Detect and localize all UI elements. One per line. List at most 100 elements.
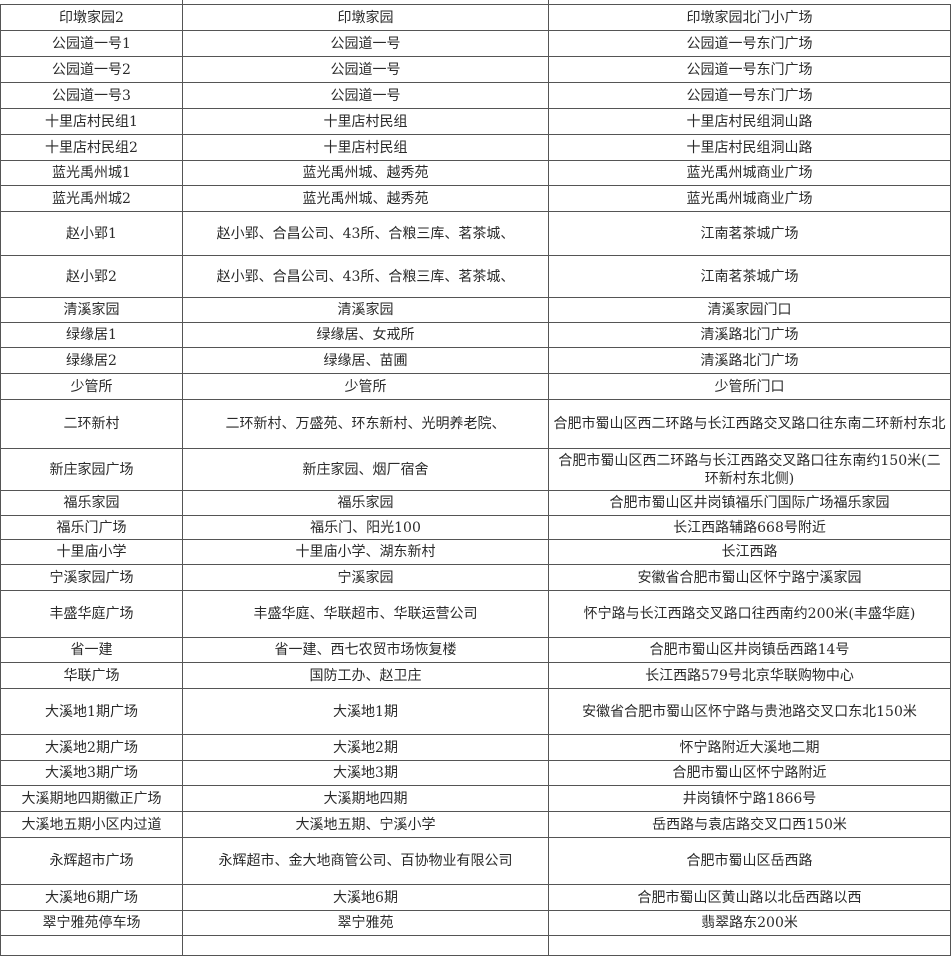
site-name-cell: 大溪地3期广场: [0, 760, 183, 786]
site-name-cell: 清溪家园: [0, 297, 183, 323]
site-name-cell: 赵小郢1: [0, 211, 183, 256]
coverage-cell: 丰盛华庭、华联超市、华联运营公司: [182, 590, 549, 638]
coverage-cell: 省一建、西七农贸市场恢复楼: [182, 637, 549, 663]
location-cell: 安徽省合肥市蜀山区怀宁路宁溪家园: [548, 564, 951, 591]
site-name-cell: 翠宁雅苑停车场: [0, 910, 183, 936]
coverage-cell: 新庄家园、烟厂宿舍: [182, 448, 549, 491]
table-row: 丰盛华庭广场 丰盛华庭、华联超市、华联运营公司 怀宁路与长江西路交叉路口往西南约20…: [0, 590, 951, 638]
table-row: 宁溪家园广场 宁溪家园 安徽省合肥市蜀山区怀宁路宁溪家园: [0, 564, 951, 591]
coverage-cell: 国防工办、赵卫庄: [182, 662, 549, 689]
table-row: 福乐家园 福乐家园 合肥市蜀山区井岗镇福乐门国际广场福乐家园: [0, 490, 951, 516]
site-name-cell: 大溪地2期广场: [0, 734, 183, 761]
table-row: 大溪地1期广场 大溪地1期 安徽省合肥市蜀山区怀宁路与贵池路交叉口东北150米: [0, 688, 951, 735]
table-row: 公园道一号1 公园道一号 公园道一号东门广场: [0, 30, 951, 57]
site-name-cell: 新庄家园广场: [0, 448, 183, 491]
table-row: 蓝光禹州城1 蓝光禹州城、越秀苑 蓝光禹州城商业广场: [0, 160, 951, 186]
site-name-cell: 福乐门广场: [0, 515, 183, 540]
coverage-cell: 大溪地2期: [182, 734, 549, 761]
site-name-cell: 绿缘居2: [0, 347, 183, 374]
location-cell: 公园道一号东门广场: [548, 30, 951, 57]
site-name-cell: 蓝光禹州城2: [0, 185, 183, 212]
site-name-cell: 蓝光禹州城1: [0, 160, 183, 186]
site-name-cell: 十里店村民组2: [0, 134, 183, 161]
site-name-cell: 华联广场: [0, 662, 183, 689]
coverage-cell: 赵小郢、合昌公司、43所、合粮三库、茗茶城、: [182, 255, 549, 298]
coverage-cell: 公园道一号: [182, 30, 549, 57]
coverage-cell: 绿缘居、苗圃: [182, 347, 549, 374]
coverage-cell: 清溪家园: [182, 297, 549, 323]
site-name-cell: 十里店村民组1: [0, 108, 183, 135]
coverage-cell: 十里店村民组: [182, 108, 549, 135]
coverage-cell: 大溪地五期、宁溪小学: [182, 811, 549, 838]
table-row: 华联广场 国防工办、赵卫庄 长江西路579号北京华联购物中心: [0, 662, 951, 689]
table-row: 十里店村民组2 十里店村民组 十里店村民组洞山路: [0, 134, 951, 161]
site-name-cell: 十里庙小学: [0, 539, 183, 565]
coverage-cell: 宁溪家园: [182, 564, 549, 591]
location-cell: 合肥市蜀山区井岗镇福乐门国际广场福乐家园: [548, 490, 951, 516]
location-cell: 怀宁路与长江西路交叉路口往西南约200米(丰盛华庭): [548, 590, 951, 638]
site-name-cell: 大溪期地四期徽正广场: [0, 785, 183, 812]
table-row-partial: [0, 935, 951, 956]
coverage-cell: 蓝光禹州城、越秀苑: [182, 160, 549, 186]
empty-cell: [548, 935, 951, 956]
site-name-cell: 公园道一号1: [0, 30, 183, 57]
site-name-cell: 公园道一号3: [0, 82, 183, 109]
site-name-cell: 公园道一号2: [0, 56, 183, 83]
table-row: 永辉超市广场 永辉超市、金大地商管公司、百协物业有限公司 合肥市蜀山区岳西路: [0, 837, 951, 885]
table-row: 大溪地2期广场 大溪地2期 怀宁路附近大溪地二期: [0, 734, 951, 761]
table-row: 赵小郢2 赵小郢、合昌公司、43所、合粮三库、茗茶城、 江南茗茶城广场: [0, 255, 951, 298]
table-row: 大溪期地四期徽正广场 大溪期地四期 井岗镇怀宁路1866号: [0, 785, 951, 812]
location-cell: 合肥市蜀山区怀宁路附近: [548, 760, 951, 786]
table-row: 公园道一号2 公园道一号 公园道一号东门广场: [0, 56, 951, 83]
table-row: 公园道一号3 公园道一号 公园道一号东门广场: [0, 82, 951, 109]
site-name-cell: 大溪地1期广场: [0, 688, 183, 735]
table-row: 绿缘居2 绿缘居、苗圃 清溪路北门广场: [0, 347, 951, 374]
table-top-edge: [0, 0, 952, 4]
location-cell: 怀宁路附近大溪地二期: [548, 734, 951, 761]
site-name-cell: 丰盛华庭广场: [0, 590, 183, 638]
table-row: 大溪地3期广场 大溪地3期 合肥市蜀山区怀宁路附近: [0, 760, 951, 786]
location-cell: 岳西路与袁店路交叉口西150米: [548, 811, 951, 838]
coverage-cell: 大溪期地四期: [182, 785, 549, 812]
location-cell: 合肥市蜀山区岳西路: [548, 837, 951, 885]
coverage-cell: 大溪地3期: [182, 760, 549, 786]
coverage-cell: 公园道一号: [182, 56, 549, 83]
location-cell: 井岗镇怀宁路1866号: [548, 785, 951, 812]
location-cell: 合肥市蜀山区西二环路与长江西路交叉路口往东南约150米(二环新村东北侧): [548, 448, 951, 491]
coverage-cell: 绿缘居、女戒所: [182, 322, 549, 348]
coverage-cell: 公园道一号: [182, 82, 549, 109]
location-cell: 合肥市蜀山区井岗镇岳西路14号: [548, 637, 951, 663]
table-row: 少管所 少管所 少管所门口: [0, 373, 951, 400]
table-row: 大溪地6期广场 大溪地6期 合肥市蜀山区黄山路以北岳西路以西: [0, 884, 951, 911]
coverage-cell: 福乐家园: [182, 490, 549, 516]
coverage-cell: 大溪地6期: [182, 884, 549, 911]
table-row: 新庄家园广场 新庄家园、烟厂宿舍 合肥市蜀山区西二环路与长江西路交叉路口往东南约15…: [0, 448, 951, 491]
location-cell: 蓝光禹州城商业广场: [548, 185, 951, 212]
site-name-cell: 大溪地五期小区内过道: [0, 811, 183, 838]
location-cell: 清溪路北门广场: [548, 347, 951, 374]
location-cell: 合肥市蜀山区西二环路与长江西路交叉路口往东南二环新村东北: [548, 399, 951, 449]
coverage-cell: 十里店村民组: [182, 134, 549, 161]
location-table: 印墩家园2 印墩家园 印墩家园北门小广场 公园道一号1 公园道一号 公园道一号东门广场 公园…: [0, 4, 951, 956]
site-name-cell: 福乐家园: [0, 490, 183, 516]
site-name-cell: 绿缘居1: [0, 322, 183, 348]
location-cell: 合肥市蜀山区黄山路以北岳西路以西: [548, 884, 951, 911]
table-row: 福乐门广场 福乐门、阳光100 长江西路辅路668号附近: [0, 515, 951, 540]
site-name-cell: 大溪地6期广场: [0, 884, 183, 911]
location-cell: 长江西路辅路668号附近: [548, 515, 951, 540]
table-row: 蓝光禹州城2 蓝光禹州城、越秀苑 蓝光禹州城商业广场: [0, 185, 951, 212]
table-row: 二环新村 二环新村、万盛苑、环东新村、光明养老院、 合肥市蜀山区西二环路与长江西路交…: [0, 399, 951, 449]
table-row: 十里店村民组1 十里店村民组 十里店村民组洞山路: [0, 108, 951, 135]
coverage-cell: 蓝光禹州城、越秀苑: [182, 185, 549, 212]
location-cell: 少管所门口: [548, 373, 951, 400]
empty-cell: [182, 935, 549, 956]
coverage-cell: 赵小郢、合昌公司、43所、合粮三库、茗茶城、: [182, 211, 549, 256]
location-cell: 江南茗茶城广场: [548, 255, 951, 298]
site-name-cell: 省一建: [0, 637, 183, 663]
location-cell: 蓝光禹州城商业广场: [548, 160, 951, 186]
coverage-cell: 少管所: [182, 373, 549, 400]
table-row: 清溪家园 清溪家园 清溪家园门口: [0, 297, 951, 323]
table-row: 赵小郢1 赵小郢、合昌公司、43所、合粮三库、茗茶城、 江南茗茶城广场: [0, 211, 951, 256]
table-row: 十里庙小学 十里庙小学、湖东新村 长江西路: [0, 539, 951, 565]
table-row: 绿缘居1 绿缘居、女戒所 清溪路北门广场: [0, 322, 951, 348]
